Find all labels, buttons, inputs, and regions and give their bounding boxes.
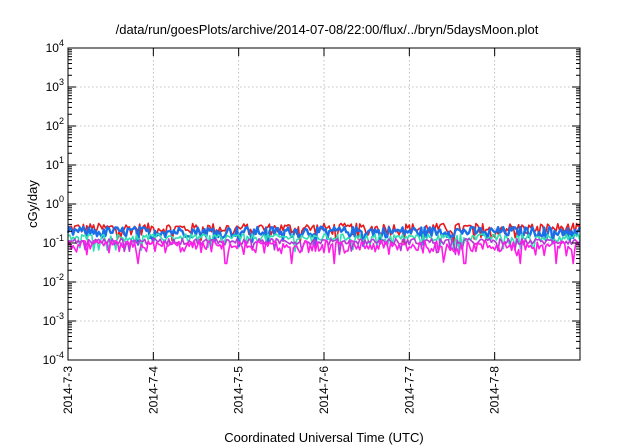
series-line [67,239,581,265]
ticks [67,47,580,361]
series-layer [66,222,582,265]
y-tick-base: 10 [43,275,57,289]
y-tick-base: 10 [46,158,60,172]
x-tick-label: 2014-7-5 [232,366,246,414]
y-tick-exponent: 2 [59,116,64,126]
y-tick-base: 10 [46,197,60,211]
y-tick-base: 10 [43,314,57,328]
y-tick-base: 10 [46,41,60,55]
x-tick-labels: 2014-7-3 2014-7-4 2014-7-5 2014-7-6 2014-7-7… [61,366,502,414]
y-tick-base: 10 [43,236,57,250]
x-tick-label: 2014-7-3 [61,366,75,414]
y-tick-label: 103 [46,77,64,94]
grid [68,48,580,360]
y-axis-label: cGy/day [25,180,40,228]
x-tick-label: 2014-7-8 [488,366,502,414]
y-tick-exponent: -3 [56,311,64,321]
y-tick-label: 10-3 [43,311,64,328]
y-tick-base: 10 [43,353,57,367]
y-tick-label: 10-1 [43,233,64,250]
x-tick-label: 2014-7-6 [317,366,331,414]
y-tick-exponent: -1 [56,233,64,243]
series-line [67,222,581,245]
series-line [67,237,581,256]
series-line [67,233,581,253]
x-tick-label: 2014-7-7 [402,366,416,414]
y-tick-base: 10 [46,80,60,94]
y-tick-exponent: -2 [56,272,64,282]
y-tick-label: 102 [46,116,64,133]
y-tick-label: 104 [46,38,64,55]
y-tick-exponent: 0 [59,194,64,204]
y-tick-exponent: 4 [59,38,64,48]
y-tick-exponent: 1 [59,155,64,165]
y-tick-exponent: -4 [56,350,64,360]
y-tick-label: 101 [46,155,64,172]
y-tick-label: 10-2 [43,272,64,289]
y-tick-label: 100 [46,194,64,211]
y-tick-base: 10 [46,119,60,133]
y-tick-exponent: 3 [59,77,64,87]
y-tick-label: 10-4 [43,350,64,367]
chart-title: /data/run/goesPlots/archive/2014-07-08/2… [116,22,539,37]
x-axis-label: Coordinated Universal Time (UTC) [224,430,423,445]
x-tick-label: 2014-7-4 [146,366,160,414]
